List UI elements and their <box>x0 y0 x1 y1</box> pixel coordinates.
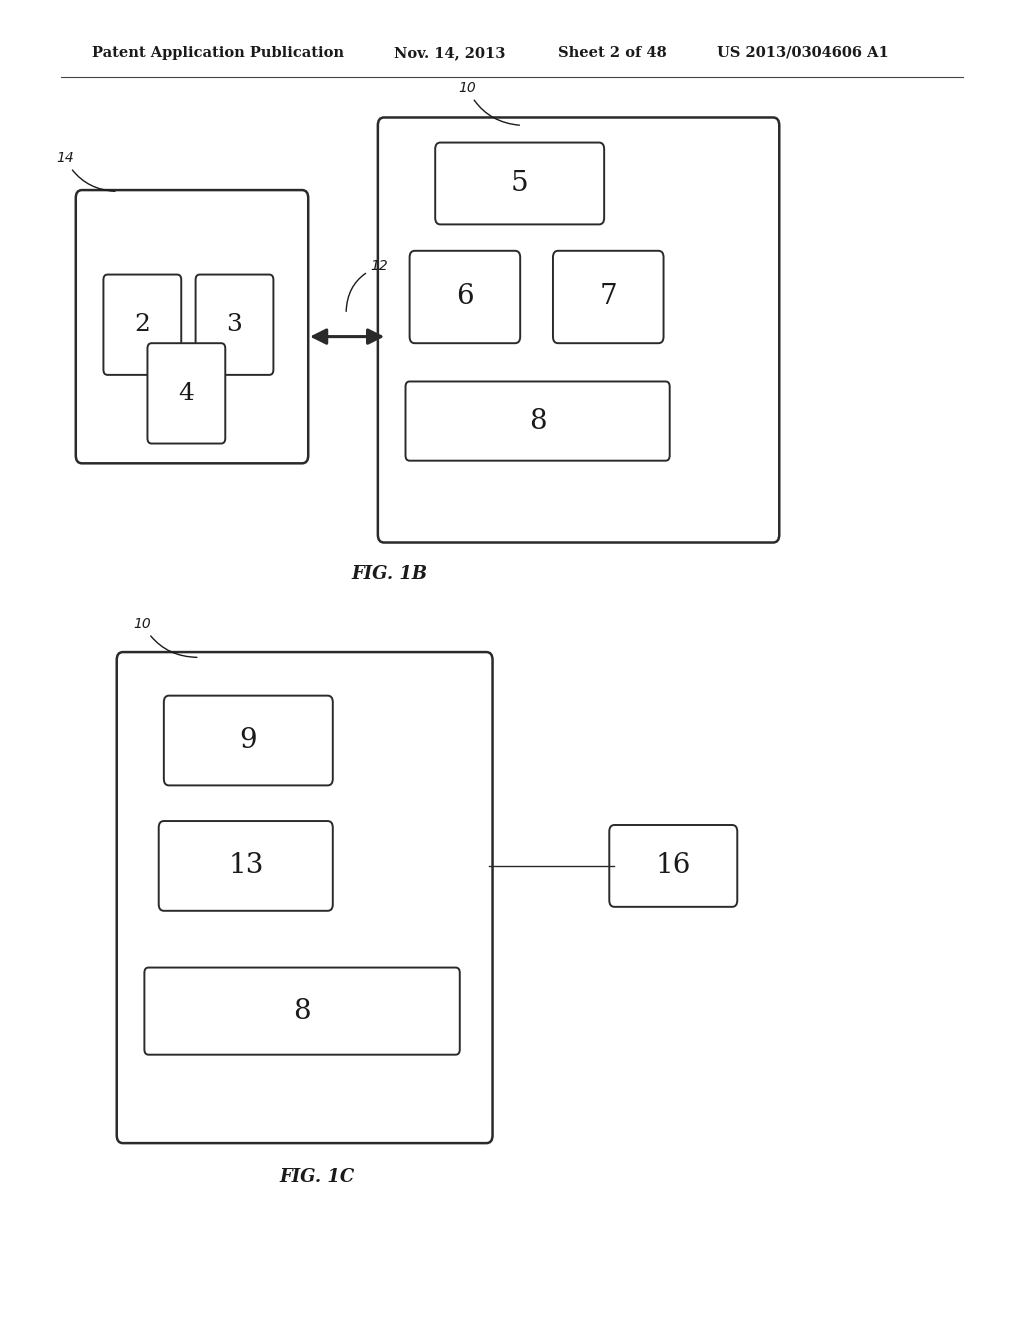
Text: Patent Application Publication: Patent Application Publication <box>92 46 344 59</box>
FancyBboxPatch shape <box>410 251 520 343</box>
Text: 6: 6 <box>456 284 474 310</box>
FancyBboxPatch shape <box>103 275 181 375</box>
Text: 16: 16 <box>655 853 691 879</box>
Text: 8: 8 <box>293 998 311 1024</box>
Text: 7: 7 <box>599 284 617 310</box>
Text: Nov. 14, 2013: Nov. 14, 2013 <box>394 46 506 59</box>
Text: US 2013/0304606 A1: US 2013/0304606 A1 <box>717 46 889 59</box>
FancyBboxPatch shape <box>76 190 308 463</box>
Text: 10: 10 <box>459 81 519 125</box>
Text: 14: 14 <box>56 150 115 191</box>
Text: 9: 9 <box>240 727 257 754</box>
Text: 4: 4 <box>178 381 195 405</box>
Text: FIG. 1C: FIG. 1C <box>280 1168 355 1187</box>
FancyBboxPatch shape <box>164 696 333 785</box>
FancyBboxPatch shape <box>435 143 604 224</box>
FancyBboxPatch shape <box>147 343 225 444</box>
FancyBboxPatch shape <box>553 251 664 343</box>
FancyBboxPatch shape <box>159 821 333 911</box>
Text: 5: 5 <box>511 170 528 197</box>
Text: 13: 13 <box>228 853 263 879</box>
FancyBboxPatch shape <box>144 968 460 1055</box>
Text: 12: 12 <box>346 259 388 312</box>
FancyBboxPatch shape <box>378 117 779 543</box>
Text: 10: 10 <box>134 616 197 657</box>
Text: FIG. 1B: FIG. 1B <box>351 565 427 583</box>
FancyBboxPatch shape <box>609 825 737 907</box>
FancyBboxPatch shape <box>406 381 670 461</box>
Text: Sheet 2 of 48: Sheet 2 of 48 <box>558 46 667 59</box>
Text: 2: 2 <box>134 313 151 337</box>
FancyBboxPatch shape <box>196 275 273 375</box>
Text: 3: 3 <box>226 313 243 337</box>
Text: 8: 8 <box>528 408 547 434</box>
FancyBboxPatch shape <box>117 652 493 1143</box>
